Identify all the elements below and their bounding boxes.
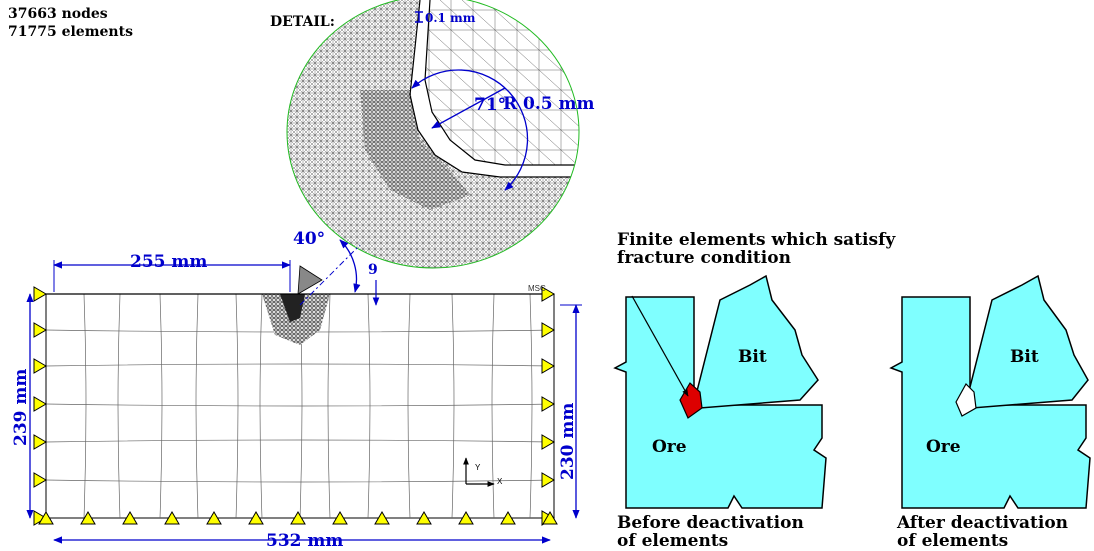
detail-circle [286, 0, 580, 269]
ore-label-after: Ore [926, 437, 961, 457]
support-triangle [541, 322, 555, 338]
support-triangle [33, 358, 47, 374]
deactivated-gap [955, 383, 977, 417]
axis-y-label: Y [475, 463, 481, 472]
bit-shape-after [967, 274, 1089, 409]
support-triangle [541, 434, 555, 450]
angle-71-arc [411, 69, 529, 191]
support-triangle [33, 472, 47, 488]
bit-label-after: Bit [1010, 347, 1039, 367]
fracture-leader [631, 295, 689, 397]
axis-x-label: X [497, 477, 503, 486]
support-triangle [33, 434, 47, 450]
support-triangle [542, 511, 558, 525]
bit-shape-before [695, 274, 819, 409]
support-triangle [374, 511, 390, 525]
support-triangle [80, 511, 96, 525]
detail-small-dim: 0.1 mm [425, 11, 476, 25]
fracture-caption-line1: Finite elements which satisfy [617, 230, 896, 250]
radius-leader [431, 87, 506, 129]
before-caption-line2: of elements [617, 531, 729, 551]
support-triangle [33, 286, 47, 302]
mesh-angle: 40° [293, 229, 325, 249]
support-triangle [332, 511, 348, 525]
support-triangle [541, 472, 555, 488]
node-count: 37663 nodes [8, 6, 108, 22]
support-triangle [33, 322, 47, 338]
detail-view [287, 0, 579, 268]
ore-shape-after [889, 296, 1091, 509]
width-bottom-label: 532 mm [266, 531, 343, 549]
support-triangle [416, 511, 432, 525]
height-left-label: 239 mm [11, 369, 31, 446]
before-caption-line1: Before deactivation [617, 513, 804, 533]
before-panel: Bit Ore [613, 274, 827, 509]
detail-radius: R 0.5 mm [503, 94, 595, 114]
support-triangle [164, 511, 180, 525]
support-triangle [458, 511, 474, 525]
bit-axis [299, 244, 361, 306]
fracture-caption-line2: fracture condition [617, 248, 791, 268]
support-triangle [541, 358, 555, 374]
boundary-supports [33, 286, 558, 526]
after-caption-line2: of elements [897, 531, 1009, 551]
width-top-label: 255 mm [130, 252, 207, 272]
offset-label: 9 [368, 262, 378, 278]
mesh-model [45, 265, 555, 519]
support-triangle [500, 511, 516, 525]
support-triangle [206, 511, 222, 525]
height-right-label: 230 mm [558, 403, 578, 480]
support-triangle [290, 511, 306, 525]
after-caption-line1: After deactivation [897, 513, 1069, 533]
bit-label-before: Bit [738, 347, 767, 367]
support-triangle [33, 396, 47, 412]
msc-logo: MSC [528, 284, 546, 293]
angle-40-arc [339, 239, 361, 293]
ore-label-before: Ore [652, 437, 687, 457]
ore-shape-before [613, 296, 827, 509]
detail-title: DETAIL: [270, 14, 335, 30]
element-count: 71775 elements [8, 24, 133, 40]
after-panel: Bit Ore [889, 274, 1091, 509]
support-triangle [122, 511, 138, 525]
support-triangle [248, 511, 264, 525]
support-triangle [541, 286, 555, 302]
support-triangle [38, 511, 54, 525]
detail-angle: 71° [474, 95, 506, 115]
support-triangle [541, 396, 555, 412]
